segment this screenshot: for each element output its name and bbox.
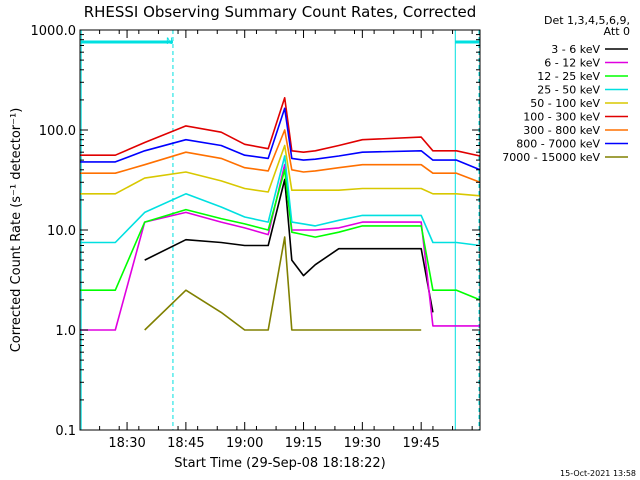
series-layer [80, 97, 481, 331]
legend-label-0: 3 - 6 keV [551, 43, 600, 56]
series-line-7 [80, 107, 481, 171]
legend-header-1: Att 0 [604, 25, 630, 38]
series-line-3 [80, 155, 481, 247]
legend-label-2: 12 - 25 keV [537, 70, 600, 83]
legend-header-0: Det 1,3,4,5,6,9, [544, 14, 630, 27]
legend-label-6: 300 - 800 keV [523, 124, 600, 137]
legend-label-4: 50 - 100 keV [530, 97, 600, 110]
y-tick-label-4: 1000.0 [31, 24, 77, 39]
y-axis-label: Corrected Count Rate (s⁻¹ detector⁻¹) [9, 108, 24, 353]
x-tick-label-3: 19:15 [285, 436, 322, 451]
series-line-6 [80, 129, 481, 184]
legend-label-5: 100 - 300 keV [523, 111, 600, 124]
series-line-4 [80, 144, 481, 197]
annotation-0: N [166, 37, 173, 47]
legend-label-8: 7000 - 15000 keV [502, 151, 600, 164]
series-line-2 [80, 169, 481, 301]
x-tick-label-4: 19:30 [344, 436, 381, 451]
series-line-8 [144, 236, 422, 331]
y-tick-label-2: 10.0 [47, 224, 76, 239]
y-tick-label-1: 1.0 [55, 324, 76, 339]
y-tick-label-3: 100.0 [39, 124, 76, 139]
series-line-0 [144, 178, 434, 313]
x-tick-label-1: 18:45 [167, 436, 204, 451]
legend-label-7: 800 - 7000 keV [516, 138, 600, 151]
chart-title: RHESSI Observing Summary Count Rates, Co… [84, 3, 477, 21]
x-tick-label-5: 19:45 [402, 436, 439, 451]
x-axis-label: Start Time (29-Sep-08 18:18:22) [174, 456, 385, 471]
axes-layer: 0.1 1.0 10.0 100.0 1000.0 18:30 18:45 19:00 19:1… [31, 24, 480, 451]
plot-frame [79, 29, 481, 431]
legend-label-3: 25 - 50 keV [537, 84, 600, 97]
y-tick-label-0: 0.1 [55, 424, 76, 439]
x-tick-label-0: 18:30 [108, 436, 145, 451]
series-line-5 [80, 97, 481, 157]
x-tick-label-2: 19:00 [226, 436, 263, 451]
legend-label-1: 6 - 12 keV [544, 57, 600, 70]
footer-date: 15-Oct-2021 13:58 [560, 469, 636, 478]
